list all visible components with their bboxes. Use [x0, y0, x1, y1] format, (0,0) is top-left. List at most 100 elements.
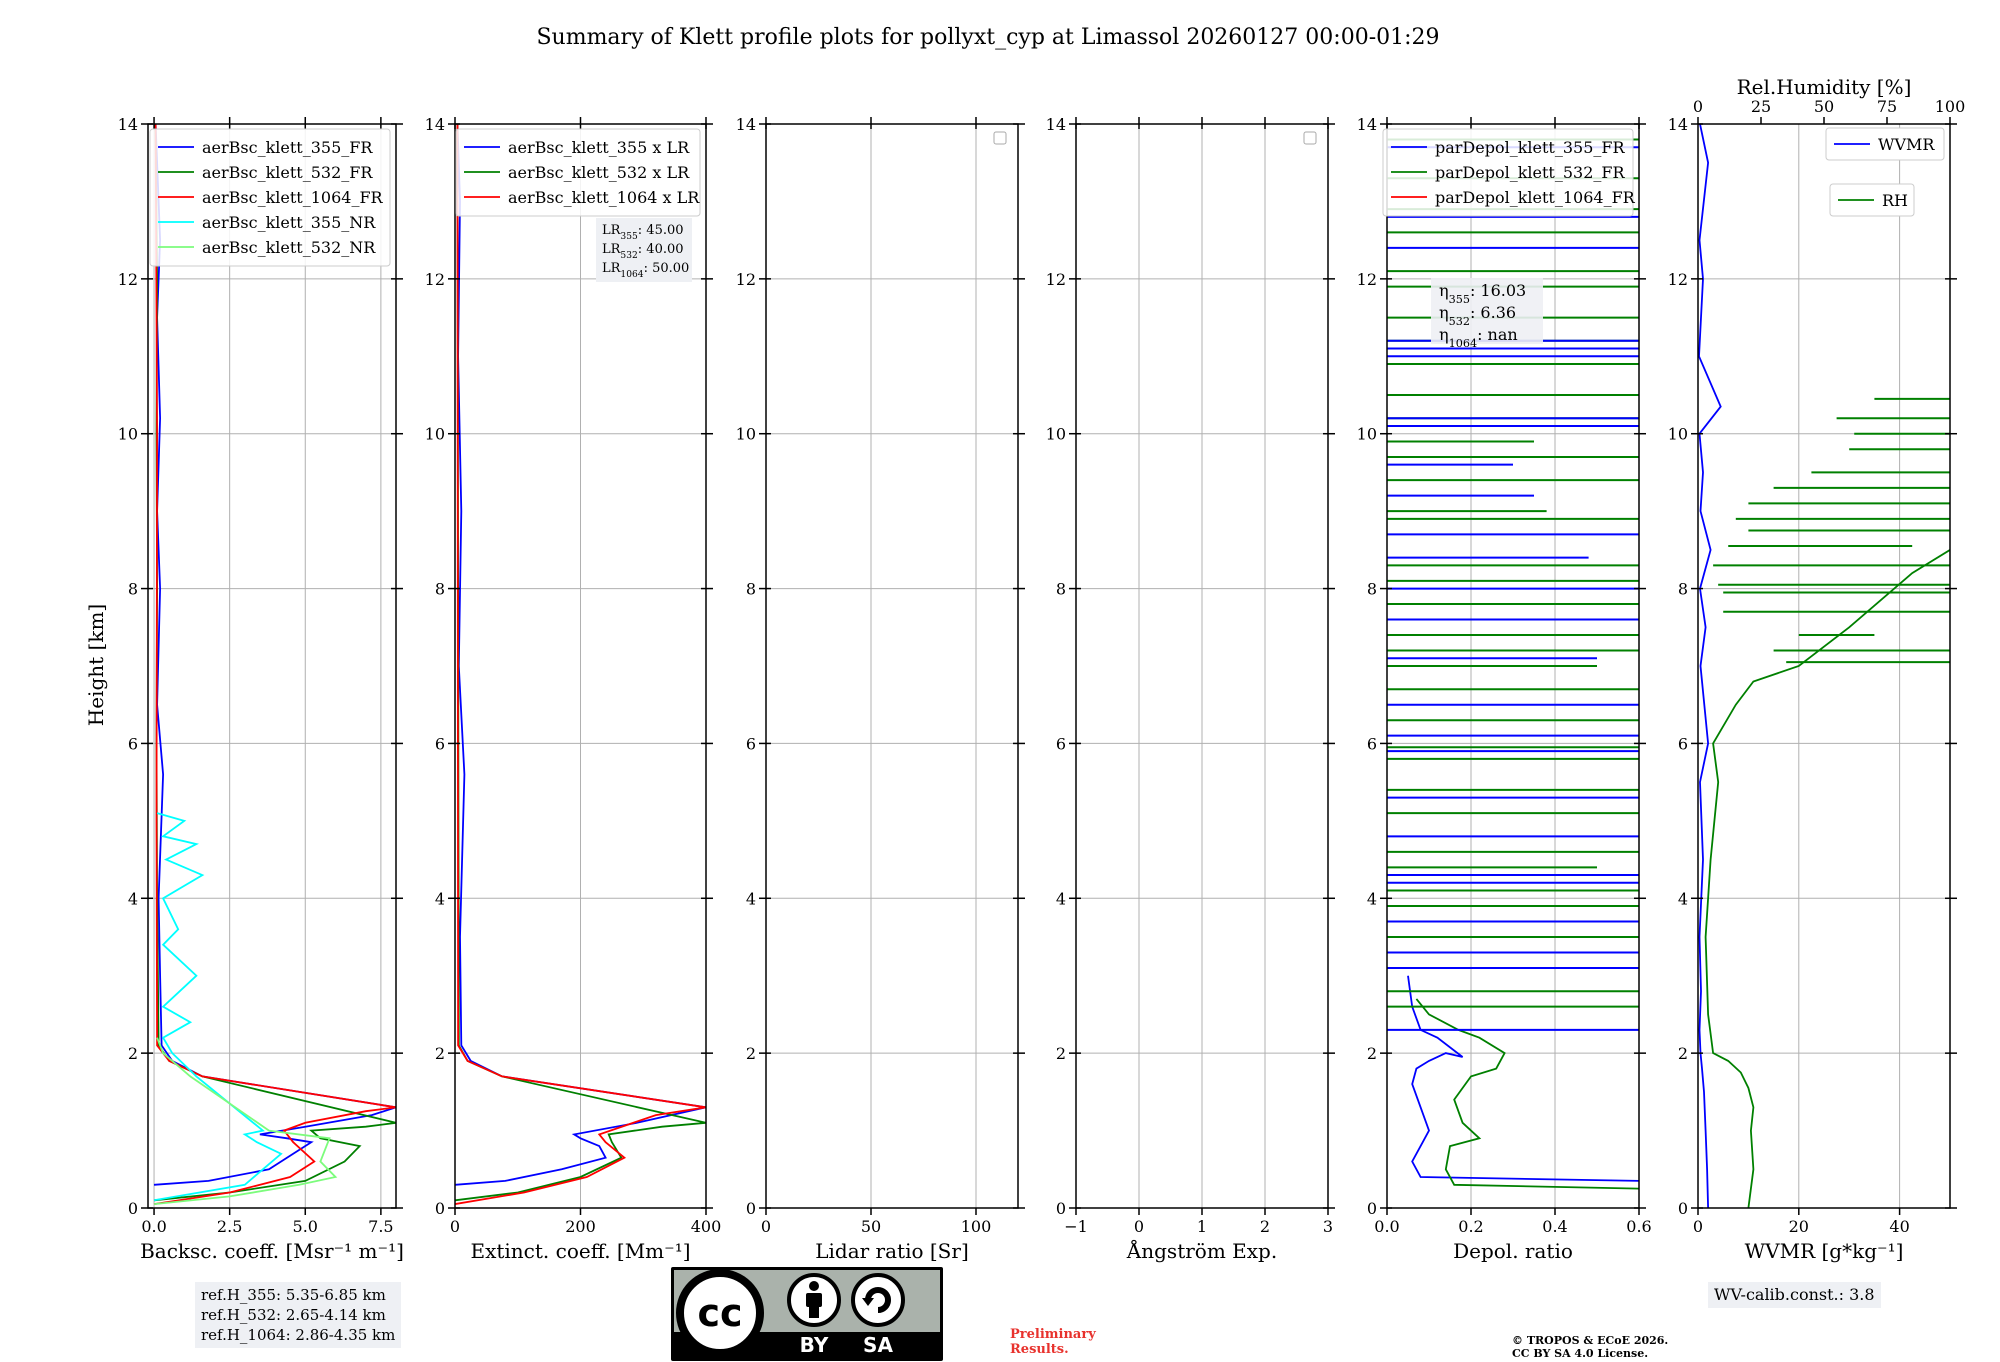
cc-logo-text: cc: [697, 1291, 742, 1335]
y-tick-label: 6: [746, 734, 756, 753]
lidar_ratio-ticks: 0 2 4 6 8 10 12 14 0 50 100: [736, 115, 1025, 1236]
x-tick-label: 0.6: [1626, 1217, 1651, 1236]
y-tick-label: 8: [435, 580, 445, 599]
y-tick-label: 2: [1367, 1044, 1377, 1063]
series-line-parDepol_klett_355_FR: [1407, 975, 1639, 1182]
ref-height-532: ref.H_532: 2.65-4.14 km: [201, 1306, 386, 1324]
lidar_ratio-grid: [765, 123, 1018, 1209]
extinction-grid: [454, 123, 707, 1209]
wvmr-data: [1698, 124, 1950, 1208]
y-tick-label: 12: [736, 270, 756, 289]
y-tick-label: 10: [736, 425, 756, 444]
x-tick-label: 0.2: [1458, 1217, 1483, 1236]
copyright-note: © TROPOS & ECoE 2026. CC BY SA 4.0 Licen…: [1512, 1334, 1668, 1360]
legend-label: parDepol_klett_1064_FR: [1435, 188, 1636, 207]
wvmr-xlabel: WVMR [g*kg⁻¹]: [1745, 1239, 1904, 1263]
angstrom-empty-legend: [1303, 131, 1317, 145]
y-tick-label: 2: [435, 1044, 445, 1063]
x-tick-label: 0.0: [1374, 1217, 1399, 1236]
height-axis-label: Height [km]: [84, 604, 108, 726]
series-line-RH: [1704, 549, 1950, 1208]
preliminary-results-note: Preliminary Results.: [1010, 1327, 1096, 1357]
backscatter-ticks: 0 2 4 6 8 10 12 14 0.0 2.5 5.0 7.5: [118, 115, 403, 1236]
y-tick-label: 6: [435, 734, 445, 753]
series-line-aerBsc_klett_355_NR: [153, 812, 283, 1202]
legend-label: aerBsc_klett_355_FR: [202, 138, 373, 157]
y-tick-label: 10: [1046, 425, 1066, 444]
cc-icon: [676, 1269, 764, 1357]
y-tick-label: 4: [1678, 889, 1688, 908]
legend-box: [455, 128, 701, 217]
series-line-aerBsc_klett_355_FR: [153, 124, 396, 1186]
legend-label: aerBsc_klett_1064 x LR: [508, 188, 700, 207]
depolarization-legend: parDepol_klett_355_FR parDepol_klett_532_…: [1382, 128, 1636, 217]
wvmr-grid: [1697, 123, 1950, 1209]
wv-calib-box: WV-calib.const.: 3.8: [1708, 1282, 1881, 1308]
y-tick-label: 4: [746, 889, 756, 908]
y-tick-label: 10: [118, 425, 138, 444]
x-tick-label: 0: [1693, 1217, 1703, 1236]
legend-label: aerBsc_klett_532 x LR: [508, 163, 690, 182]
eta-355: η355: 16.03: [1439, 281, 1526, 306]
extinction-data: [455, 124, 706, 1205]
y-tick-label: 12: [1668, 270, 1688, 289]
x-tick-label: 40: [1889, 1217, 1909, 1236]
lidar_ratio-xlabel: Lidar ratio [Sr]: [815, 1239, 969, 1263]
legend-box: [1825, 127, 1945, 161]
x-tick-label: 5.0: [293, 1217, 318, 1236]
x-tick-label: 0: [761, 1217, 771, 1236]
legend-box: [1382, 128, 1634, 217]
sa-label: SA: [863, 1333, 893, 1357]
y-tick-label: 4: [1056, 889, 1066, 908]
legend-label: WVMR: [1878, 135, 1935, 154]
ref-height-1064: ref.H_1064: 2.86-4.35 km: [201, 1326, 396, 1344]
y-tick-label: 12: [1046, 270, 1066, 289]
x-tick-label: −1: [1064, 1217, 1088, 1236]
y-tick-label: 6: [1367, 734, 1377, 753]
legend-label: RH: [1882, 191, 1908, 210]
x-tick-label: 50: [861, 1217, 881, 1236]
y-tick-label: 14: [736, 115, 756, 134]
y-tick-label: 4: [1367, 889, 1377, 908]
panel-depolarization: 0 2 4 6 8 10 12 14 0.0 0.2 0.4 0.6 Depol. ratio parDe…: [1357, 115, 1652, 1263]
y-tick-label: 0: [746, 1199, 756, 1218]
x-tick-label: 0.0: [141, 1217, 166, 1236]
backscatter-frame: [147, 123, 397, 1209]
top-x-tick-label: 50: [1814, 97, 1834, 116]
backscatter-xlabel: Backsc. coeff. [Msr⁻¹ m⁻¹]: [140, 1239, 404, 1263]
y-tick-label: 0: [435, 1199, 445, 1218]
y-tick-label: 0: [1056, 1199, 1066, 1218]
series-line-aerBsc_klett_532_FR: [153, 124, 396, 1202]
legend-label: aerBsc_klett_355 x LR: [508, 138, 690, 157]
backscatter-grid: [148, 123, 396, 1209]
ref-heights-box: ref.H_355: 5.35-6.85 km ref.H_532: 2.65-…: [195, 1282, 402, 1348]
eta-532: η532: 6.36: [1439, 303, 1516, 328]
top-x-tick-label: 75: [1877, 97, 1897, 116]
y-tick-label: 0: [1678, 1199, 1688, 1218]
legend-label: parDepol_klett_532_FR: [1435, 163, 1626, 182]
top-x-tick-label: 0: [1693, 97, 1703, 116]
top-x-tick-label: 100: [1935, 97, 1966, 116]
series-line-WVMR: [1698, 124, 1722, 1208]
x-tick-label: 0: [1134, 1217, 1144, 1236]
series-line-parDepol_klett_532_FR: [1415, 998, 1639, 1190]
figure-title: Summary of Klett profile plots for polly…: [536, 25, 1439, 50]
by-icon: [787, 1273, 841, 1327]
extinction-xlabel: Extinct. coeff. [Mm⁻¹]: [470, 1239, 690, 1263]
y-tick-label: 4: [435, 889, 445, 908]
extinction-legend: aerBsc_klett_355 x LR aerBsc_klett_532 x …: [455, 128, 701, 217]
depolarization-ticks: 0 2 4 6 8 10 12 14 0.0 0.2 0.4 0.6: [1357, 115, 1652, 1236]
preliminary-line-2: Results.: [1010, 1342, 1069, 1357]
x-tick-label: 20: [1789, 1217, 1809, 1236]
y-tick-label: 0: [128, 1199, 138, 1218]
y-tick-label: 14: [1046, 115, 1066, 134]
extinction-ticks: 0 2 4 6 8 10 12 14 0 200 400: [425, 115, 722, 1236]
cc-license-logo: cc BY SA: [671, 1267, 943, 1361]
annotation-box: [596, 218, 692, 282]
eta-1064: η1064: nan: [1439, 325, 1518, 350]
y-tick-label: 2: [1678, 1044, 1688, 1063]
copyright-line-2: CC BY SA 4.0 License.: [1512, 1347, 1649, 1360]
rh-axis-label: Rel.Humidity [%]: [1737, 75, 1912, 99]
